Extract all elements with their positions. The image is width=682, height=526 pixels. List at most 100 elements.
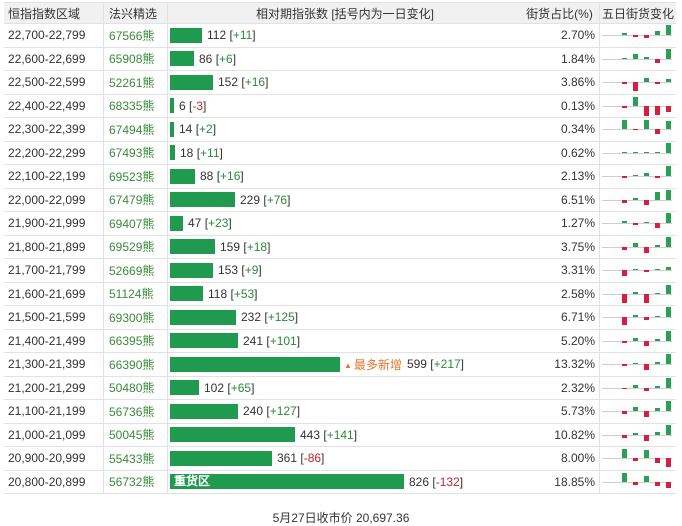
spark-bar <box>644 105 649 116</box>
outstanding-pct: 5.20% <box>520 329 600 352</box>
value-number: 232 <box>241 310 262 325</box>
spark-bar <box>622 270 627 277</box>
bar-cell: 240 [+127] <box>168 400 520 423</box>
warrant-code-link[interactable]: 55433熊 <box>104 447 168 470</box>
spark-cell <box>600 48 676 71</box>
warrant-code-link[interactable]: 69300熊 <box>104 306 168 329</box>
outstanding-pct: 6.51% <box>520 188 600 211</box>
warrant-code-link[interactable]: 52669熊 <box>104 259 168 282</box>
spark-axis <box>602 434 672 436</box>
table-row: 22,500-22,599 52261熊 152 [+16] 3.86% <box>4 71 676 95</box>
warrant-code-link[interactable]: 69529熊 <box>104 235 168 258</box>
range-cell: 21,700-21,799 <box>4 259 104 282</box>
spark-bar <box>622 246 627 250</box>
warrant-code-link[interactable]: 67494熊 <box>104 118 168 141</box>
five-day-sparkline <box>602 377 672 399</box>
contracts-value: 6 [-3] <box>179 98 207 113</box>
range-cell: 21,500-21,599 <box>4 306 104 329</box>
table-row: 22,700-22,799 67566熊 112 [+11] 2.70% <box>4 24 676 48</box>
spark-bar <box>655 244 660 247</box>
outstanding-pct: 3.75% <box>520 235 600 258</box>
spark-bar <box>633 175 638 177</box>
spark-bar <box>644 411 649 418</box>
bar-cell: 159 [+18] <box>168 236 520 259</box>
table-row: 21,300-21,399 66390熊 ▲ 最多新增 599 [+217] 13.32% <box>4 353 676 377</box>
bar-cell: 118 [+53] <box>168 283 520 306</box>
warrant-code-link[interactable]: 69407熊 <box>104 212 168 235</box>
warrant-code-link[interactable]: 67479熊 <box>104 188 168 211</box>
warrant-code-link[interactable]: 51124熊 <box>104 282 168 305</box>
warrant-code-link[interactable]: 52261熊 <box>104 71 168 94</box>
bar-cell: 152 [+16] <box>168 71 520 94</box>
spark-bar <box>644 199 649 205</box>
spark-bar <box>644 173 649 177</box>
spark-axis <box>602 152 672 154</box>
contracts-value: 152 [+16] <box>218 75 269 90</box>
warrant-code-link[interactable]: 50045熊 <box>104 423 168 446</box>
table-header: 恒指指数区域 法兴精选 相对期指张数 [括号内为一日变化] 街货占比(%) 五日… <box>4 2 676 24</box>
bar-cell: 重货区 826 [-132] <box>168 471 520 494</box>
daily-change: +16 <box>220 169 241 184</box>
spark-bar <box>666 284 671 294</box>
value-number: 152 <box>218 75 239 90</box>
spark-bar <box>666 401 671 412</box>
spark-bar <box>666 105 671 112</box>
daily-change: +141 <box>326 427 354 442</box>
contracts-value: 159 [+18] <box>220 239 271 254</box>
spark-cell <box>600 353 676 376</box>
warrant-code-link[interactable]: 56736熊 <box>104 400 168 423</box>
spark-cell <box>600 400 676 423</box>
spark-bar <box>644 56 649 59</box>
heavy-zone-label: 重货区 <box>174 474 211 489</box>
range-cell: 22,700-22,799 <box>4 24 104 47</box>
contracts-bar <box>170 51 194 67</box>
spark-bar <box>633 242 638 247</box>
warrant-code-link[interactable]: 68335熊 <box>104 94 168 117</box>
spark-bar <box>644 270 649 273</box>
daily-change: +9 <box>244 263 259 278</box>
warrant-code-link[interactable]: 50480熊 <box>104 376 168 399</box>
contracts-value: 14 [+2] <box>179 122 217 137</box>
spark-bar <box>666 458 671 468</box>
five-day-sparkline <box>602 259 672 281</box>
spark-bar <box>666 79 671 83</box>
range-cell: 21,100-21,199 <box>4 400 104 423</box>
outstanding-pct: 18.85% <box>520 470 600 493</box>
spark-bar <box>622 411 627 415</box>
table-row: 21,400-21,499 66395熊 241 [+101] 5.20% <box>4 329 676 353</box>
bar-cell: 86 [+6] <box>168 48 520 71</box>
daily-change: +125 <box>267 310 295 325</box>
spark-cell <box>600 165 676 188</box>
spark-cell <box>600 306 676 329</box>
five-day-sparkline <box>602 71 672 93</box>
value-number: 599 <box>406 357 427 372</box>
warrant-code-link[interactable]: 66390熊 <box>104 353 168 376</box>
five-day-sparkline <box>602 48 672 70</box>
range-cell: 21,300-21,399 <box>4 353 104 376</box>
range-cell: 22,400-22,499 <box>4 94 104 117</box>
warrant-code-link[interactable]: 67493熊 <box>104 141 168 164</box>
five-day-sparkline <box>602 118 672 140</box>
spark-bar <box>644 450 649 459</box>
warrant-code-link[interactable]: 67566熊 <box>104 24 168 47</box>
daily-change: +101 <box>269 333 297 348</box>
spark-bar <box>622 82 627 85</box>
bar-cell: 241 [+101] <box>168 330 520 353</box>
spark-bar <box>633 129 638 131</box>
contracts-bar <box>170 74 213 90</box>
bar-cell: 232 [+125] <box>168 306 520 329</box>
warrant-code-link[interactable]: 69523熊 <box>104 165 168 188</box>
table-row: 22,600-22,699 65908熊 86 [+6] 1.84% <box>4 47 676 71</box>
warrant-code-link[interactable]: 65908熊 <box>104 47 168 70</box>
warrant-code-link[interactable]: 56732熊 <box>104 470 168 493</box>
warrant-code-link[interactable]: 66395熊 <box>104 329 168 352</box>
daily-change: +127 <box>269 404 297 419</box>
daily-change: +11 <box>232 28 253 43</box>
spark-bar <box>633 315 638 318</box>
outstanding-pct: 2.70% <box>520 24 600 47</box>
contracts-value: 599 [+217] <box>406 357 465 372</box>
table-row: 21,800-21,899 69529熊 159 [+18] 3.75% <box>4 235 676 259</box>
spark-bar <box>633 82 638 92</box>
five-day-sparkline <box>602 283 672 305</box>
